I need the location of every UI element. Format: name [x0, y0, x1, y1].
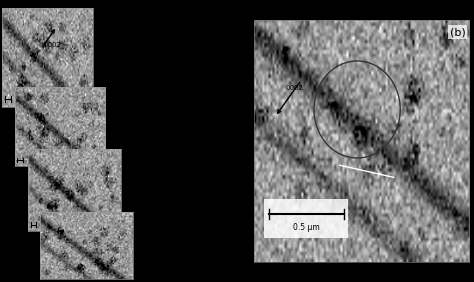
Text: (a): (a) — [215, 8, 230, 18]
Text: 0002: 0002 — [44, 42, 62, 48]
Text: (b): (b) — [450, 27, 465, 37]
FancyBboxPatch shape — [264, 199, 348, 238]
Text: 0002: 0002 — [286, 85, 304, 91]
Text: 0.5 μm: 0.5 μm — [293, 223, 320, 232]
Text: 0.5 μm: 0.5 μm — [97, 269, 123, 278]
